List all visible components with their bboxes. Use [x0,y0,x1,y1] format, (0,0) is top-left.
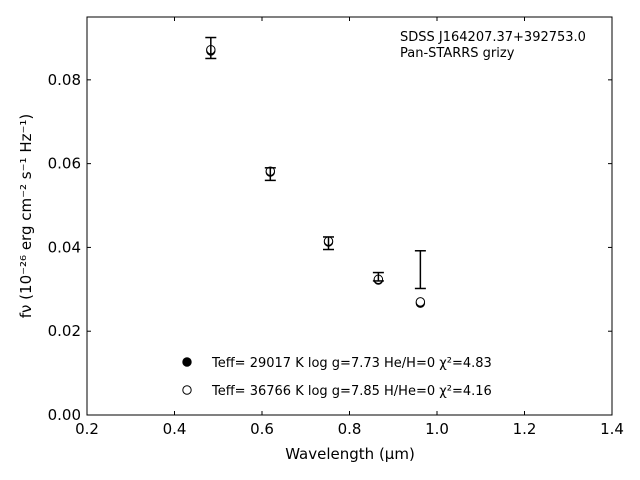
y-tick-label: 0.08 [48,71,81,89]
marks-layer [205,36,426,308]
x-tick-label: 1.2 [513,420,537,438]
x-axis-label: Wavelength (μm) [285,445,415,463]
model-point-open [415,297,426,307]
y-axis-label: fν (10⁻²⁶ erg cm⁻² s⁻¹ Hz⁻¹) [17,114,35,319]
x-tick-label: 0.6 [250,420,274,438]
legend-marker-filled [182,357,192,367]
y-tick-label: 0.02 [48,322,81,340]
x-tick-label: 1.0 [425,420,449,438]
y-tick-label: 0.04 [48,238,81,256]
annotation-survey: Pan-STARRS grizy [400,46,515,61]
observed-error-bar [372,271,384,282]
observed-error-bar [414,250,426,290]
annotation-object-name: SDSS J164207.37+392753.0 [400,30,586,45]
legend-marker-open [182,385,192,395]
observed-error-bar [323,236,334,251]
observed-error-bar [264,167,276,182]
ticks-layer: 0.2 0.4 0.6 0.8 1.0 1.2 1.4 0.00 0.02 0.04 0.06 0.0… [48,17,624,438]
legend-label: Teff= 36766 K log g=7.85 H/He=0 χ²=4.16 [211,384,492,399]
x-tick-label: 0.4 [163,420,187,438]
x-tick-label: 0.2 [75,420,99,438]
x-tick-label: 0.8 [338,420,362,438]
observed-error-bar [205,36,217,60]
y-tick-label: 0.00 [48,406,81,424]
y-tick-label: 0.06 [48,155,81,173]
legend-label: Teff= 29017 K log g=7.73 He/H=0 χ²=4.83 [211,356,492,371]
legend: Teff= 29017 K log g=7.73 He/H=0 χ²=4.83 T… [182,356,492,399]
x-tick-label: 1.4 [600,420,624,438]
